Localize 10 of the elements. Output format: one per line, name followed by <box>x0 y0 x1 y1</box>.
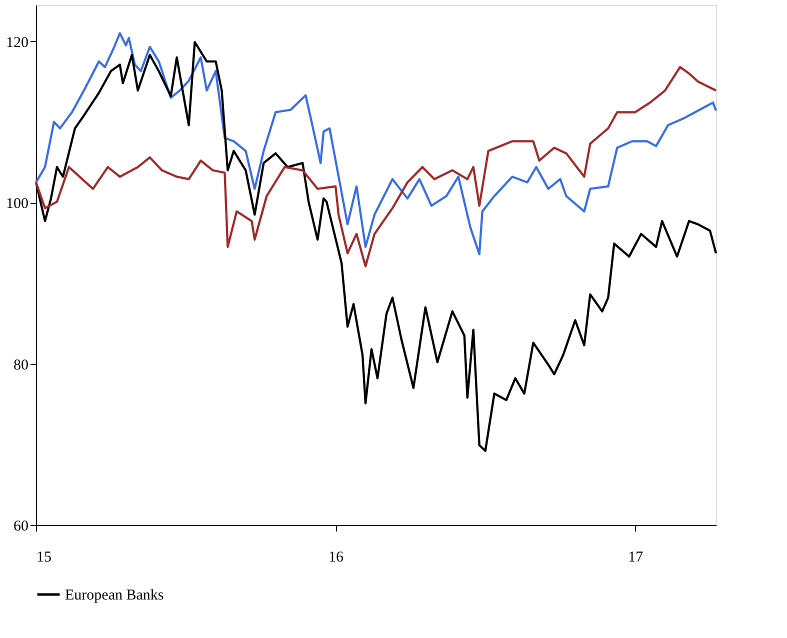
line-series <box>34 32 718 256</box>
line-series <box>34 66 718 268</box>
legend-label: European Banks <box>65 588 164 604</box>
x-tick-label: 16 <box>328 550 344 566</box>
y-tick-label: 100 <box>6 196 28 212</box>
y-tick-label: 60 <box>14 518 28 534</box>
y-tick-label: 80 <box>14 357 28 374</box>
y-tick-label: 120 <box>6 34 28 51</box>
x-tick-label: 17 <box>628 550 644 566</box>
x-tick-label: 15 <box>36 550 52 566</box>
